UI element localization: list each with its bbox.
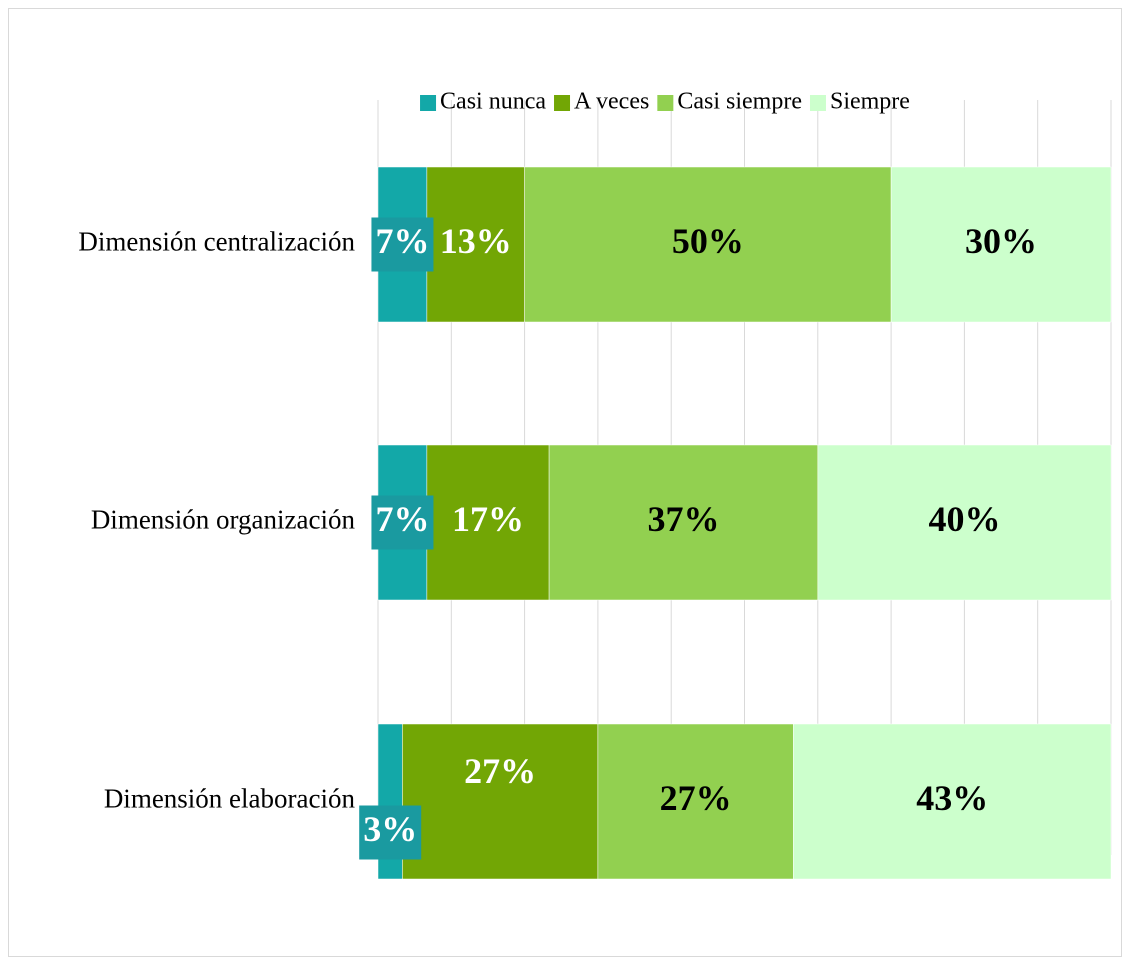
legend-label: Casi nunca xyxy=(440,89,546,115)
legend-label: A veces xyxy=(574,89,649,115)
data-label-box xyxy=(359,805,422,860)
data-label: 27% xyxy=(464,751,536,791)
bar-segment xyxy=(524,166,892,323)
data-label: 7% xyxy=(375,499,429,539)
data-label: 30% xyxy=(965,221,1037,261)
data-label: 3% xyxy=(363,809,417,849)
data-label: 17% xyxy=(452,499,524,539)
data-label: 43% xyxy=(916,778,988,818)
bar-segment xyxy=(597,723,794,880)
category-label: Dimensión centralización xyxy=(78,227,355,257)
bar-segment xyxy=(548,444,819,601)
bar-segment xyxy=(817,444,1112,601)
legend-label: Siempre xyxy=(830,89,910,115)
category-label: Dimensión elaboración xyxy=(104,784,356,814)
category-label: Dimensión organización xyxy=(91,505,356,535)
data-label-box xyxy=(371,217,434,272)
bar-segment xyxy=(793,723,1112,880)
bar-segment xyxy=(402,723,599,880)
data-label: 50% xyxy=(672,221,744,261)
data-label-box xyxy=(371,495,434,550)
bar-segment xyxy=(890,166,1112,323)
data-label: 37% xyxy=(647,499,719,539)
data-label: 27% xyxy=(660,778,732,818)
legend-swatch xyxy=(657,95,674,111)
legend-swatch xyxy=(809,95,826,111)
legend-swatch xyxy=(554,95,571,111)
bar-segment xyxy=(426,444,550,601)
data-label: 7% xyxy=(375,221,429,261)
data-label: 13% xyxy=(440,221,512,261)
legend-label: Casi siempre xyxy=(677,89,802,115)
legend-swatch xyxy=(420,95,437,111)
data-label: 40% xyxy=(928,499,1000,539)
